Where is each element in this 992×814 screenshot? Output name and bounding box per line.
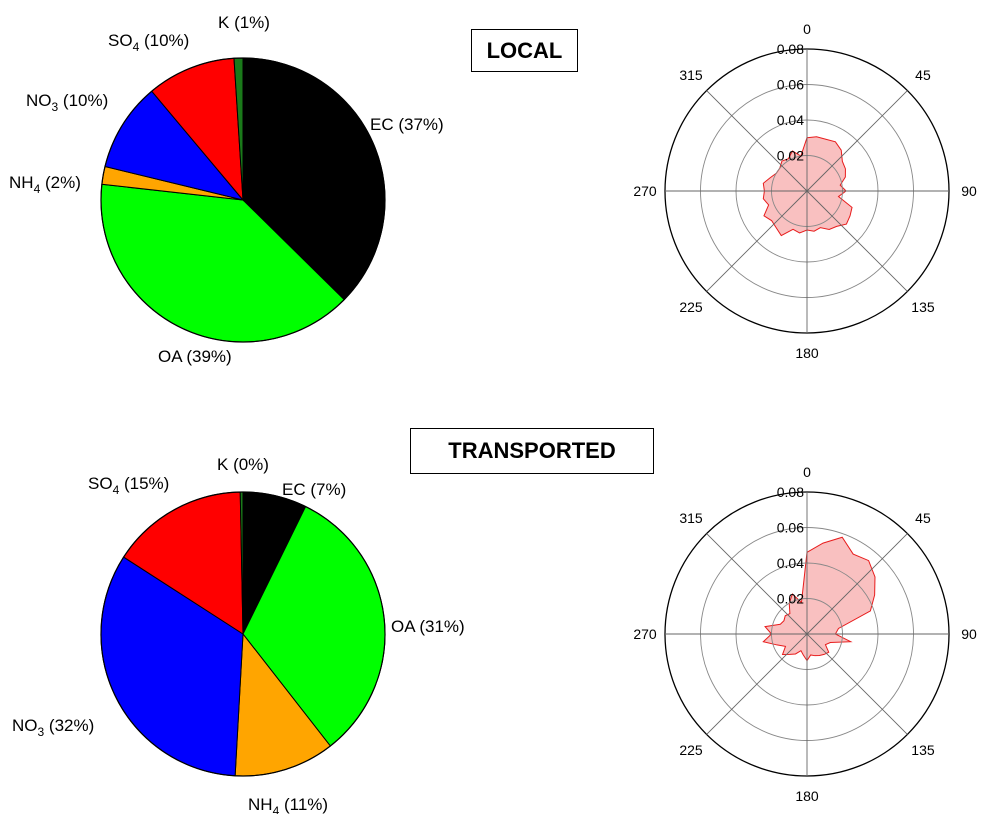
local-angle-label-0: 0 <box>803 21 811 37</box>
local-radial-label-2: 0.04 <box>777 112 804 128</box>
local-label-oa: OA (39%) <box>158 347 232 366</box>
transported-spoke-315 <box>706 533 808 635</box>
local-angle-label-90: 90 <box>961 183 977 199</box>
transported-label-k: K (0%) <box>217 455 269 474</box>
transported-label-ec: EC (7%) <box>282 480 346 499</box>
transported-pie: EC (7%) OA (31%) NH4 (11%) NO3 (32%) SO4 (15… <box>12 455 465 814</box>
local-angle-label-270: 270 <box>633 183 657 199</box>
local-label-nh4: NH4 (2%) <box>9 173 81 196</box>
transported-angle-label-90: 90 <box>961 626 977 642</box>
transported-angle-label-45: 45 <box>915 510 931 526</box>
transported-radial-label-4: 0.08 <box>777 484 804 500</box>
local-radial-label-3: 0.06 <box>777 77 804 93</box>
local-pie-outline <box>100 57 386 343</box>
transported-spoke-135 <box>806 633 908 735</box>
local-angle-label-315: 315 <box>679 67 703 83</box>
local-label-k: K (1%) <box>218 13 270 32</box>
transported-pie-outline <box>100 491 386 777</box>
local-angle-label-45: 45 <box>915 67 931 83</box>
transported-angle-label-135: 135 <box>911 742 935 758</box>
local-radial-label-4: 0.08 <box>777 41 804 57</box>
transported-label-so4: SO4 (15%) <box>88 474 169 497</box>
local-spoke-45 <box>806 90 908 192</box>
local-label-ec: EC (37%) <box>370 115 444 134</box>
transported-angle-label-315: 315 <box>679 510 703 526</box>
transported-angle-label-225: 225 <box>679 742 703 758</box>
transported-spoke-45 <box>806 533 908 635</box>
local-angle-label-180: 180 <box>795 345 819 361</box>
transported-angle-label-0: 0 <box>803 464 811 480</box>
local-label-so4: SO4 (10%) <box>108 31 189 54</box>
transported-radial-label-3: 0.06 <box>777 520 804 536</box>
local-polar-plot: 0 45 90 135 180 225 270 315 0.02 0.04 0.06 0.08 <box>633 21 977 361</box>
transported-angle-label-180: 180 <box>795 788 819 804</box>
local-radial-label-1: 0.02 <box>777 148 804 164</box>
transported-polar-plot: 0 45 90 135 180 225 270 315 0.02 0.04 0.06 0.08 <box>633 464 977 804</box>
local-angle-label-135: 135 <box>911 299 935 315</box>
local-angle-label-225: 225 <box>679 299 703 315</box>
transported-spoke-225 <box>706 633 808 735</box>
local-label-no3: NO3 (10%) <box>26 91 108 114</box>
transported-label-no3: NO3 (32%) <box>12 716 94 739</box>
transported-angle-label-270: 270 <box>633 626 657 642</box>
transported-radial-label-1: 0.02 <box>777 591 804 607</box>
transported-radial-label-2: 0.04 <box>777 555 804 571</box>
local-spoke-225 <box>706 190 808 292</box>
local-pie: EC (37%) OA (39%) NH4 (2%) NO3 (10%) SO4 (10… <box>9 13 444 366</box>
local-spoke-315 <box>706 90 808 192</box>
transported-label-oa: OA (31%) <box>391 617 465 636</box>
panel-title-local: LOCAL <box>471 29 578 72</box>
local-spoke-135 <box>806 190 908 292</box>
panel-title-transported: TRANSPORTED <box>410 428 654 474</box>
transported-label-nh4: NH4 (11%) <box>248 795 328 814</box>
